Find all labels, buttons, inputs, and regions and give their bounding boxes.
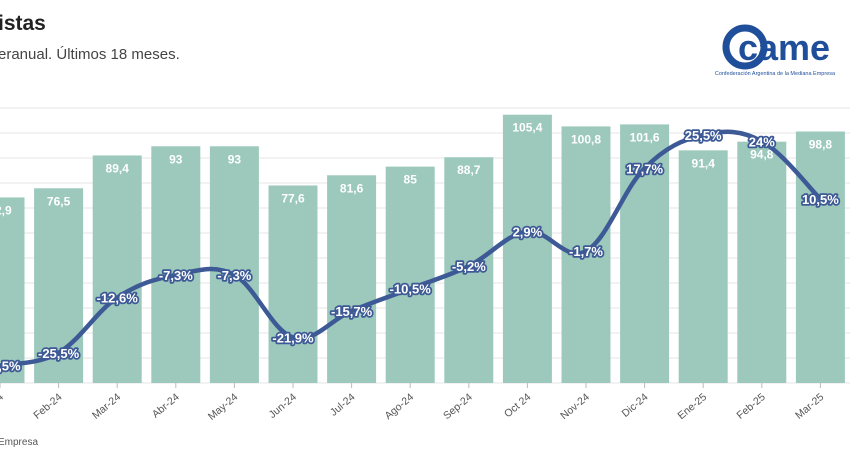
x-tick-label-8: Jun-24	[267, 391, 299, 421]
x-tick-label-14: Dic-24	[620, 391, 651, 420]
line-label-11: -5,2%	[452, 259, 486, 274]
bar-label-10: 85	[404, 173, 418, 187]
x-tick-label-4: Feb-24	[31, 391, 64, 422]
line-label-5: -12,6%	[97, 291, 139, 306]
bar-3	[0, 197, 25, 383]
bar-5	[92, 155, 142, 383]
bar-series	[0, 114, 845, 383]
x-tick-label-7: May-24	[206, 391, 241, 423]
bar-17	[795, 131, 845, 383]
line-series	[0, 129, 823, 368]
chart-title: istas	[0, 12, 46, 35]
bar-label-9: 81,6	[340, 181, 364, 195]
line-label-15: 25,5%	[685, 128, 722, 143]
line-label-13: -1,7%	[569, 244, 603, 259]
bar-16	[737, 141, 787, 383]
bar-label-4: 76,5	[47, 194, 71, 208]
bar-9	[327, 175, 377, 383]
bar-label-14: 101,6	[630, 130, 660, 144]
bar-7	[209, 146, 259, 383]
bar-15	[678, 150, 728, 383]
line-label-10: -10,5%	[390, 282, 432, 297]
line-label-6: -7,3%	[159, 268, 193, 283]
came-logo: came	[722, 24, 830, 70]
bar-10	[385, 166, 435, 383]
x-tick-label-9: Jul-24	[328, 391, 358, 419]
line-labels: -28,5% -25,5% -12,6% -7,3% -7,3% -21,9% -15,7%…	[0, 126, 841, 375]
line-label-14: 17,7%	[626, 161, 663, 176]
line-label-8: -21,9%	[272, 330, 314, 345]
chart-subtitle: eranual. Últimos 18 meses.	[0, 46, 180, 63]
bar-label-7: 93	[228, 152, 242, 166]
line-label-17: 10,5%	[802, 192, 839, 207]
x-tick-label-17: Mar-25	[793, 391, 826, 422]
logo-ring	[722, 24, 768, 70]
bar-8	[268, 185, 318, 383]
bar-labels: 72,9 76,5 89,4 93 93 77,6 81,6 85 88,7 105,4 100,8…	[0, 121, 832, 218]
line-label-7: -7,3%	[217, 268, 251, 283]
bar-label-5: 89,4	[106, 161, 130, 175]
logo-tagline: Confederación Argentina de la Mediana Em…	[714, 71, 836, 77]
x-tick-label-15: Ene-25	[675, 391, 709, 422]
bar-label-17: 98,8	[809, 138, 833, 152]
x-tick-label-6: Abr-24	[150, 391, 182, 421]
line-path	[0, 129, 823, 368]
x-tick-label-5: Mar-24	[90, 391, 123, 422]
x-tick-label-3: Ene-24	[0, 391, 6, 422]
bar-6	[151, 146, 201, 383]
x-tick-label-16: Feb-25	[735, 391, 768, 422]
line-label-9: -15,7%	[331, 304, 373, 319]
x-tick-label-10: Ago-24	[382, 391, 416, 422]
logo-wordmark: came	[738, 27, 830, 68]
bar-label-3: 72,9	[0, 203, 12, 217]
bar-label-12: 105,4	[512, 121, 542, 135]
x-axis: Ene-24 Feb-24 Mar-24 Abr-24 May-24 Jun-24 Jul-…	[0, 383, 826, 423]
line-label-16: 24%	[749, 134, 775, 149]
x-tick-label-11: Sep-24	[441, 391, 475, 422]
line-label-4: -25,5%	[38, 346, 80, 361]
bar-label-15: 91,4	[692, 156, 716, 170]
bar-11	[444, 157, 494, 383]
bar-label-11: 88,7	[457, 163, 481, 177]
source-note: Empresa	[0, 437, 39, 448]
x-tick-label-13: Nov-24	[558, 391, 592, 422]
bar-label-8: 77,6	[281, 191, 305, 205]
bar-label-13: 100,8	[571, 132, 601, 146]
bar-label-16: 94,8	[750, 148, 774, 162]
line-label-3: -28,5%	[0, 359, 21, 374]
bar-13	[561, 126, 611, 383]
line-label-12: 2,9%	[513, 224, 543, 239]
bar-12	[502, 114, 552, 383]
x-tick-label-12: Oct 24	[502, 391, 534, 420]
bar-label-6: 93	[169, 152, 183, 166]
